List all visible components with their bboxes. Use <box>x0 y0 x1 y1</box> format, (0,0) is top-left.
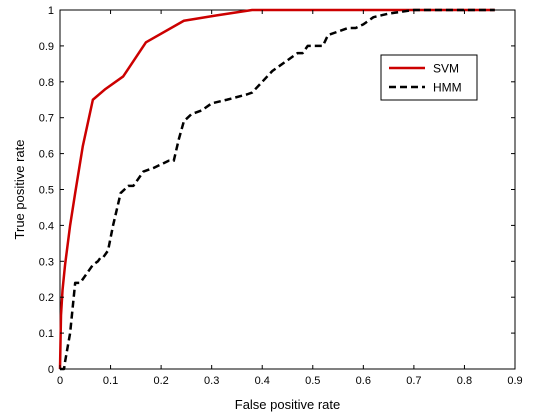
legend-label-svm: SVM <box>433 62 459 76</box>
y-tick-label: 0.7 <box>39 113 54 125</box>
y-tick-label: 0.1 <box>39 328 54 340</box>
series-line-hmm <box>60 8 495 371</box>
x-axis-label: False positive rate <box>235 397 341 412</box>
x-tick-label: 0.6 <box>356 375 371 387</box>
axes-layer: 0 0.1 0.2 0.3 0.4 0.5 0.6 0.7 0.8 0.9 0 0.1 0.2 0.3 0.… <box>39 5 523 387</box>
x-tick-label: 0.5 <box>305 375 320 387</box>
y-tick-label: 0 <box>48 364 54 376</box>
y-axis-label: True positive rate <box>12 140 27 240</box>
y-tick-label: 0.6 <box>39 149 54 161</box>
x-tick-label: 0.1 <box>103 375 118 387</box>
series-line-svm <box>58 8 495 370</box>
x-tick-label: 0 <box>57 375 63 387</box>
x-tick-label: 0.2 <box>153 375 168 387</box>
y-tick-label: 0.8 <box>39 77 54 89</box>
y-tick-label: 0.2 <box>39 292 54 304</box>
y-tick-label: 0.3 <box>39 256 54 268</box>
x-tick-label: 0.8 <box>457 375 472 387</box>
y-tick-label: 0.9 <box>39 41 54 53</box>
x-tick-label: 0.9 <box>507 375 522 387</box>
series-layer <box>58 8 495 371</box>
legend-box <box>380 54 478 101</box>
x-tick-label: 0.7 <box>406 375 421 387</box>
x-tick-label: 0.4 <box>255 375 270 387</box>
y-tick-label: 0.4 <box>39 220 54 232</box>
x-tick-label: 0.3 <box>204 375 219 387</box>
y-tick-label: 0.5 <box>39 185 54 197</box>
legend: SVM HMM <box>380 54 478 101</box>
y-tick-label: 1 <box>48 5 54 17</box>
legend-label-hmm: HMM <box>433 81 462 95</box>
